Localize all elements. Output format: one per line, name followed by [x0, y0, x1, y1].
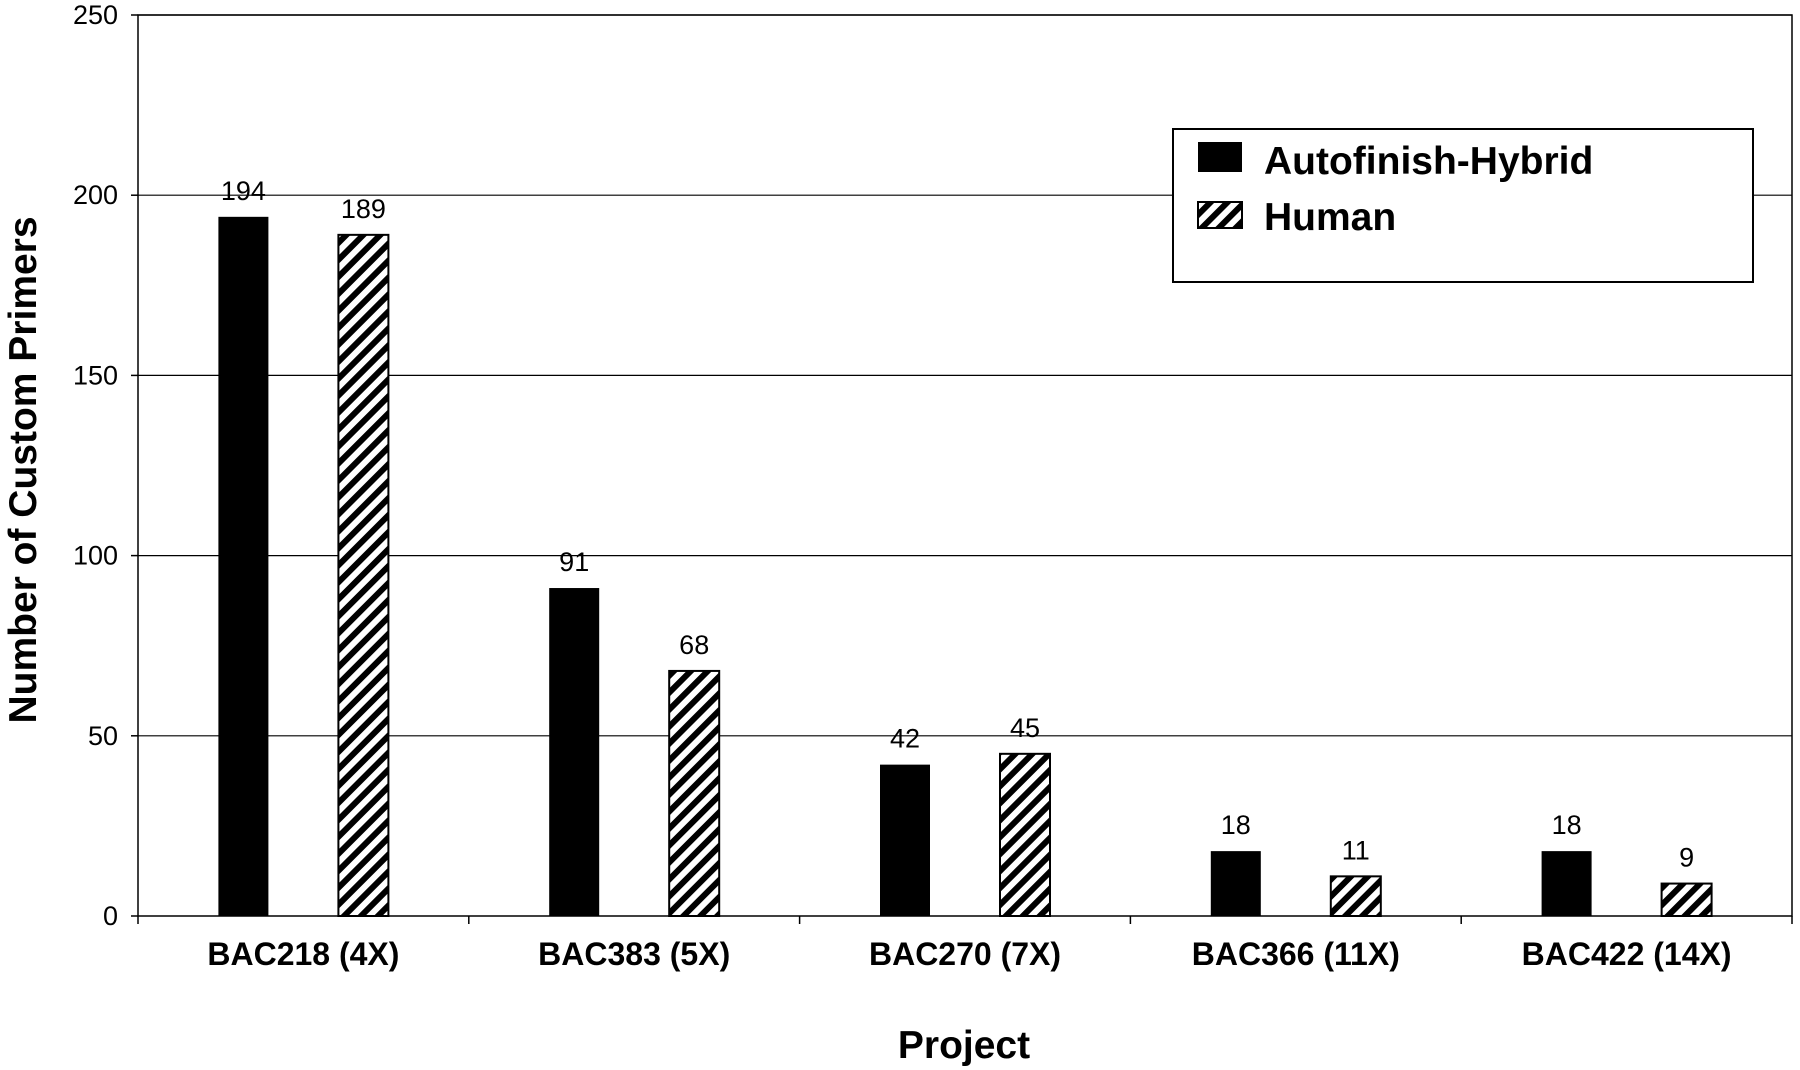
data-label-autofinish-hybrid-4: 18 [1552, 810, 1582, 840]
x-tick-label-2: BAC270 (7X) [869, 936, 1061, 972]
legend-label-autofinish-hybrid: Autofinish-Hybrid [1264, 140, 1593, 183]
bar-autofinish-hybrid-1 [549, 588, 600, 916]
x-tick-label-0: BAC218 (4X) [207, 936, 399, 972]
x-tick-label-3: BAC366 (11X) [1192, 936, 1400, 972]
bar-autofinish-hybrid-2 [880, 764, 930, 916]
legend-label-human: Human [1264, 196, 1396, 239]
bar-human-0 [337, 233, 390, 917]
x-tick-label-1: BAC383 (5X) [538, 936, 730, 972]
data-label-autofinish-hybrid-2: 42 [890, 724, 920, 754]
plot-frame [137, 14, 1793, 917]
bar-human-2 [999, 752, 1051, 917]
bar-human-1 [668, 669, 721, 917]
y-tick-label-150: 150 [73, 360, 118, 390]
y-tick-label-0: 0 [103, 901, 118, 931]
data-label-autofinish-hybrid-3: 18 [1221, 810, 1251, 840]
legend-swatch-autofinish-hybrid [1198, 142, 1242, 172]
bar-human-4 [1660, 882, 1713, 918]
x-axis-title: Project [898, 1024, 1030, 1067]
bar-human-3 [1329, 875, 1382, 918]
y-tick-label-200: 200 [73, 180, 118, 210]
legend: Autofinish-Hybrid Human [1172, 128, 1754, 283]
data-label-autofinish-hybrid-1: 91 [559, 547, 589, 577]
y-axis-title: Number of Custom Primers [2, 216, 45, 723]
bar-autofinish-hybrid-3 [1210, 851, 1261, 916]
data-label-human-1: 68 [679, 630, 709, 660]
bar-autofinish-hybrid-0 [218, 216, 269, 917]
bars [218, 216, 1713, 918]
data-label-human-0: 189 [341, 194, 386, 224]
bar-autofinish-hybrid-4 [1541, 851, 1592, 916]
data-label-human-3: 11 [1342, 835, 1370, 865]
data-label-human-4: 9 [1679, 843, 1694, 873]
axes: 0 50 100 150 200 250 BAC218 (4X) BAC383 (5X) BAC… [73, 0, 1793, 972]
y-tick-label-50: 50 [88, 721, 118, 751]
y-tick-label-100: 100 [73, 541, 118, 571]
legend-box [1172, 128, 1754, 283]
x-tick-label-4: BAC422 (14X) [1522, 936, 1732, 972]
data-label-autofinish-hybrid-0: 194 [221, 176, 266, 206]
data-label-human-2: 45 [1010, 713, 1040, 743]
legend-swatch-human [1197, 201, 1243, 229]
y-tick-label-250: 250 [73, 0, 118, 30]
